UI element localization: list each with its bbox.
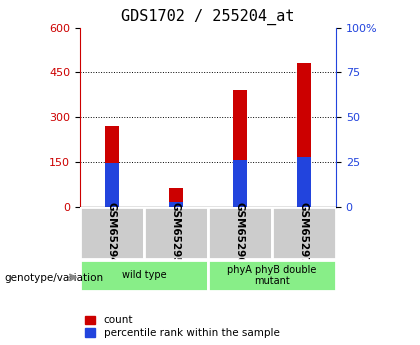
Text: GSM65296: GSM65296 (235, 202, 245, 265)
Bar (169, 201, 183, 207)
Title: GDS1702 / 255204_at: GDS1702 / 255204_at (121, 9, 294, 25)
Legend: count, percentile rank within the sample: count, percentile rank within the sample (85, 315, 280, 338)
Bar (105, 163, 119, 207)
Text: GSM65297: GSM65297 (299, 202, 309, 265)
Text: GSM65294: GSM65294 (107, 202, 117, 265)
Bar (80, 260, 208, 291)
Bar (297, 157, 311, 207)
Bar (208, 260, 336, 291)
Bar (297, 63, 311, 207)
Text: wild type: wild type (121, 270, 166, 280)
Text: phyA phyB double
mutant: phyA phyB double mutant (227, 265, 317, 286)
Bar (105, 126, 119, 207)
Text: GSM65295: GSM65295 (171, 202, 181, 265)
Bar (169, 188, 183, 207)
Bar (144, 207, 208, 259)
Bar (233, 160, 247, 207)
Bar (80, 207, 144, 259)
Bar (208, 207, 272, 259)
Bar (272, 207, 336, 259)
Bar (233, 90, 247, 207)
Text: genotype/variation: genotype/variation (4, 273, 103, 283)
